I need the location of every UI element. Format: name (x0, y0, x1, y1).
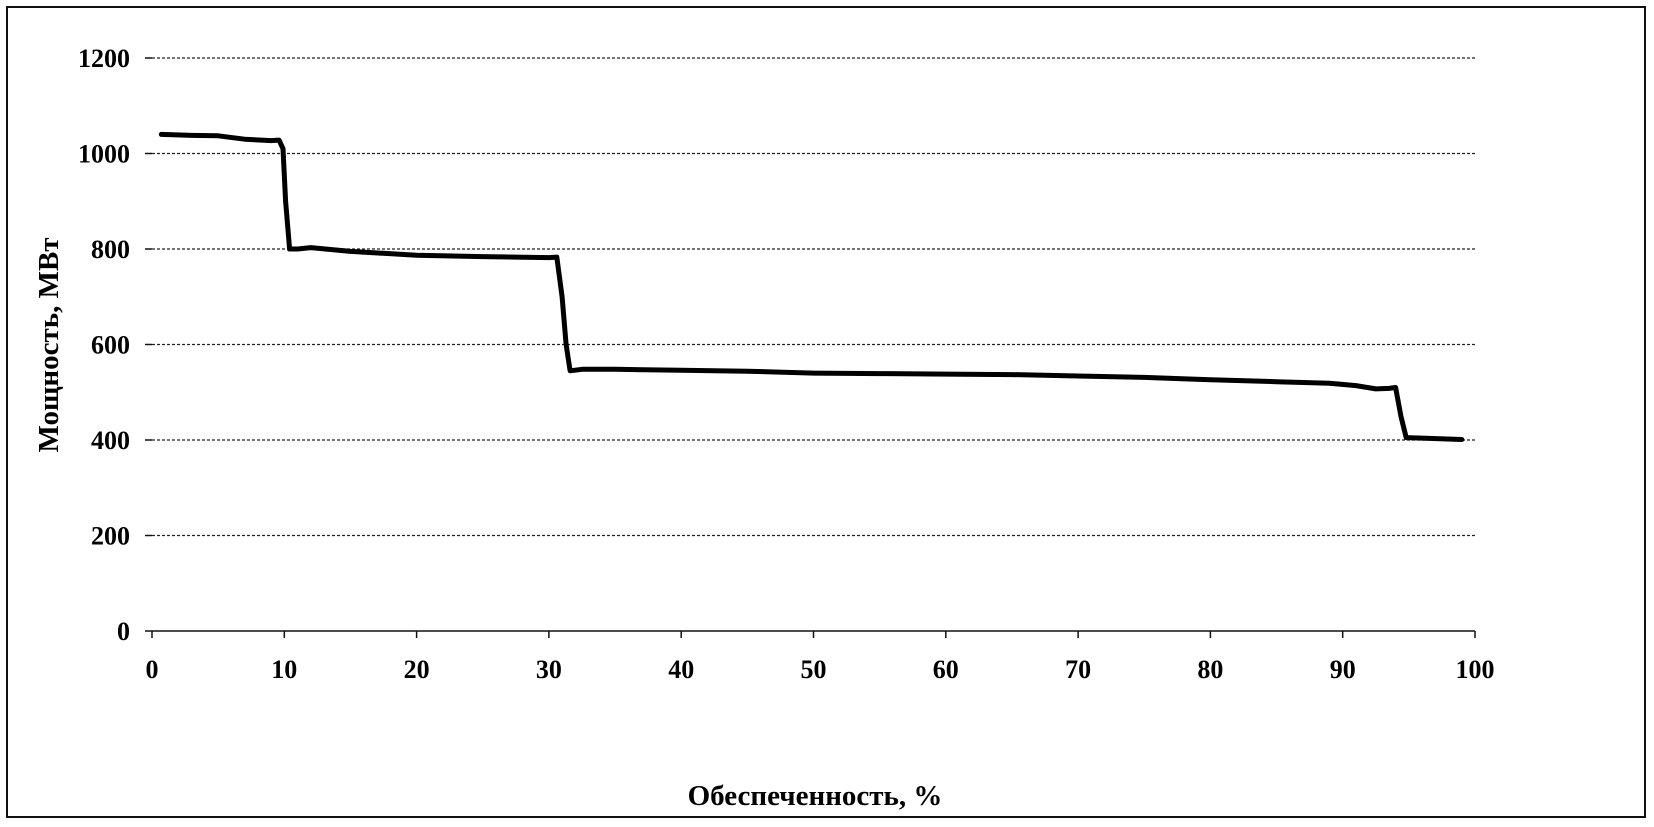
x-tick-label: 50 (801, 655, 827, 684)
x-tick-label: 30 (536, 655, 562, 684)
y-tick-label: 400 (91, 426, 130, 455)
x-tick-label: 70 (1065, 655, 1091, 684)
x-tick-label: 80 (1197, 655, 1223, 684)
y-tick-label: 200 (91, 522, 130, 551)
axes (145, 57, 1476, 638)
x-tick-label: 60 (933, 655, 959, 684)
gridlines (152, 57, 1475, 537)
series-layer (158, 131, 1465, 442)
series-line (158, 131, 1465, 442)
x-tick-label: 100 (1456, 655, 1495, 684)
y-tick-label: 1200 (78, 44, 130, 73)
y-tick-label: 0 (117, 617, 130, 646)
x-tick-label: 90 (1330, 655, 1356, 684)
y-tick-label: 1000 (78, 140, 130, 169)
x-tick-label: 40 (668, 655, 694, 684)
y-tick-label: 600 (91, 331, 130, 360)
x-axis-title: Обеспеченность, % (688, 780, 943, 812)
y-axis-title: Мощность, МВт (33, 237, 65, 452)
tick-labels: 0 200 400 600 800 1000 1200 0 10 20 30 40 50 60 70 80 90… (78, 44, 1495, 684)
x-tick-label: 10 (271, 655, 297, 684)
x-tick-label: 20 (404, 655, 430, 684)
x-tick-label: 0 (146, 655, 159, 684)
y-tick-label: 800 (91, 235, 130, 264)
